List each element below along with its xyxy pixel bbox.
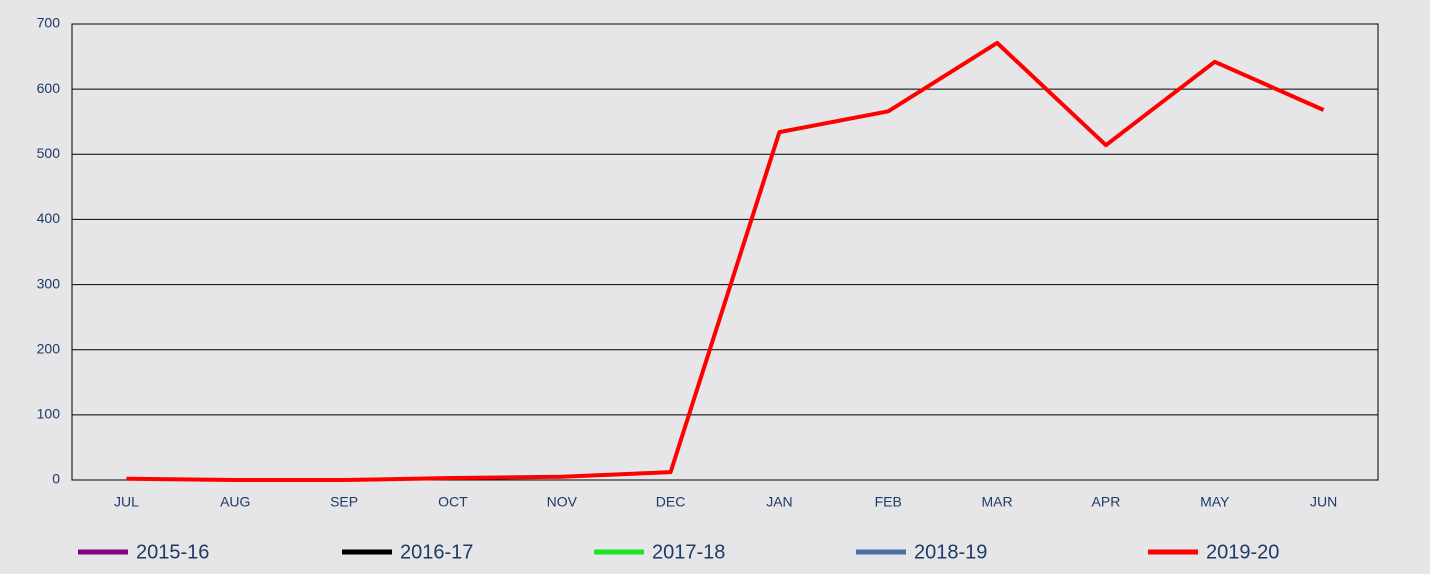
legend-label: 2019-20: [1206, 541, 1279, 563]
y-tick-label: 500: [37, 145, 61, 161]
x-tick-label: FEB: [875, 494, 902, 510]
y-tick-label: 300: [37, 275, 61, 291]
series-line: [126, 40, 1325, 482]
legend-label: 2018-19: [914, 541, 987, 563]
y-tick-label: 100: [37, 406, 61, 422]
legend-label: 2015-16: [136, 541, 209, 563]
x-tick-label: OCT: [438, 494, 468, 510]
x-tick-label: MAR: [982, 494, 1013, 510]
x-tick-label: JAN: [766, 494, 792, 510]
legend-label: 2017-18: [652, 541, 725, 563]
plot-frame: [71, 23, 1379, 481]
x-tick-label: APR: [1092, 494, 1121, 510]
x-tick-label: DEC: [656, 494, 686, 510]
y-tick-label: 0: [52, 471, 60, 487]
y-tick-label: 400: [37, 210, 61, 226]
x-tick-label: SEP: [330, 494, 358, 510]
x-tick-label: NOV: [547, 494, 578, 510]
x-tick-label: MAY: [1200, 494, 1230, 510]
x-tick-label: JUN: [1310, 494, 1337, 510]
y-tick-label: 600: [37, 80, 61, 96]
y-tick-label: 700: [37, 15, 61, 31]
x-tick-label: AUG: [220, 494, 250, 510]
y-tick-label: 200: [37, 340, 61, 356]
legend-label: 2016-17: [400, 541, 473, 563]
x-tick-label: JUL: [114, 494, 139, 510]
